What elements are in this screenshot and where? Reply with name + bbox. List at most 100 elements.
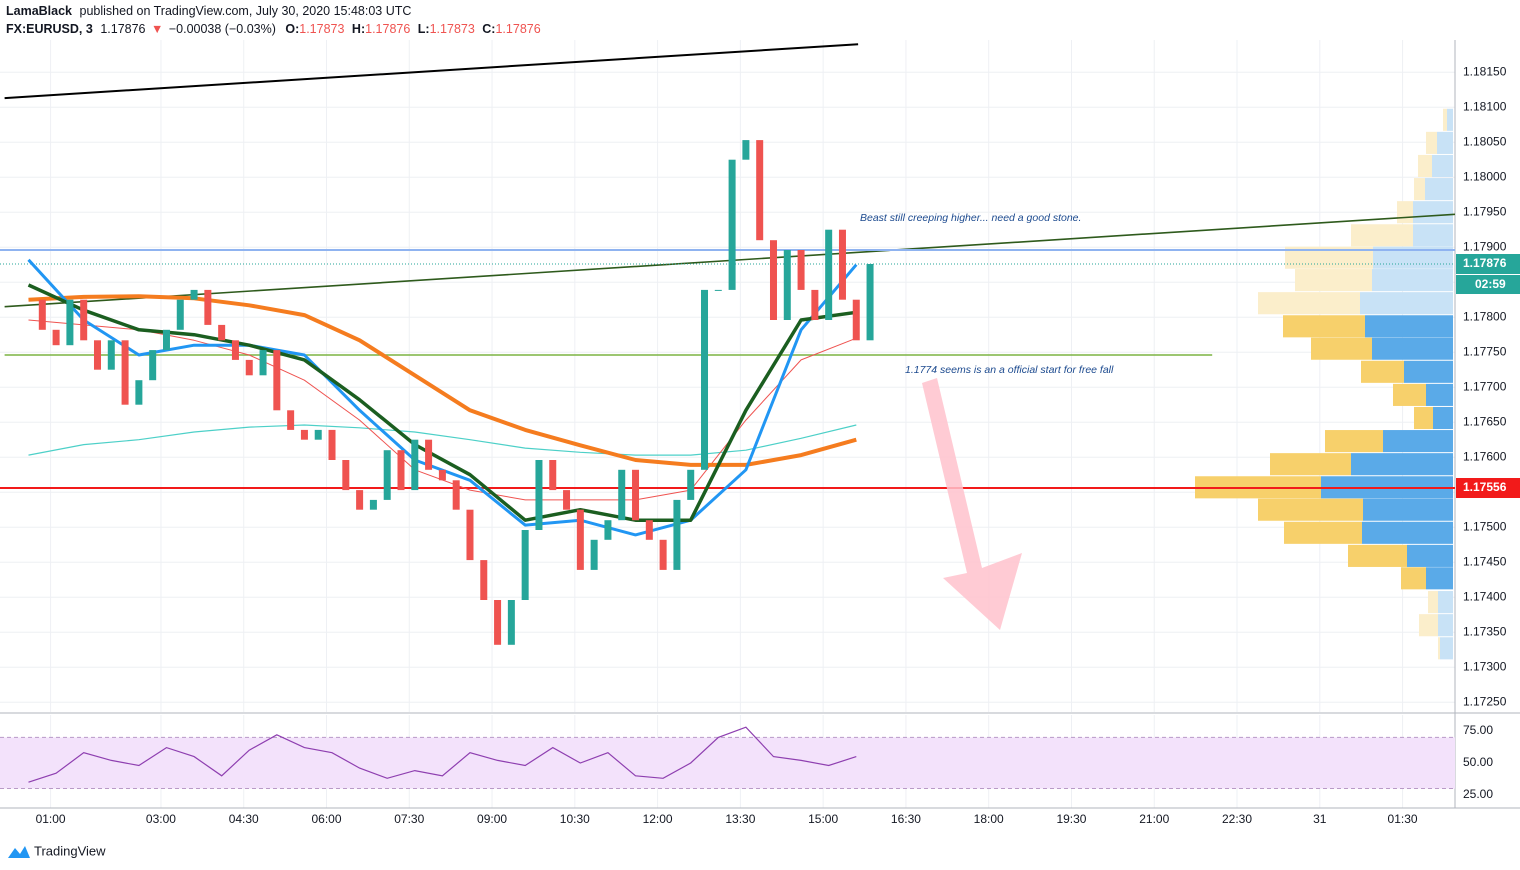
candle (66, 299, 74, 346)
level-label: 1.17556 (1463, 480, 1507, 494)
candle (604, 520, 612, 540)
candle (397, 450, 405, 491)
annotation: 1.1774 seems is an a official start for … (905, 364, 1114, 376)
published: published on TradingView.com, July 30, 2… (80, 4, 412, 18)
profile-bar (1351, 224, 1413, 247)
x-tick-label: 22:30 (1222, 812, 1252, 826)
profile-bar (1418, 154, 1432, 178)
x-tick-label: 09:00 (477, 812, 507, 826)
l-label: L: (418, 22, 430, 36)
drawn-line (4, 43, 859, 100)
profile-bar (1432, 154, 1453, 178)
open: 1.17873 (299, 22, 344, 36)
x-tick-label: 07:30 (394, 812, 424, 826)
ohlc-line: FX:EURUSD, 3 1.17876 ▼ −0.00038 (−0.03%)… (6, 22, 541, 36)
candle (273, 350, 281, 411)
candle (135, 380, 143, 405)
candle (383, 450, 391, 500)
candle (356, 490, 364, 510)
rsi-band (0, 737, 1455, 789)
y-tick-label: 1.17400 (1463, 589, 1507, 603)
x-tick-label: 15:00 (808, 812, 838, 826)
candle (231, 340, 239, 360)
y-tick-label: 1.17650 (1463, 414, 1507, 428)
profile-bar (1438, 591, 1453, 614)
candle (452, 480, 460, 510)
author: LamaBlack (6, 4, 72, 18)
y-tick-label: 1.17800 (1463, 309, 1507, 323)
profile-bar (1311, 337, 1372, 360)
profile-bar (1258, 292, 1360, 315)
annotation: Beast still creeping higher... need a go… (860, 212, 1081, 224)
candle (314, 429, 322, 440)
y-tick-label: 1.17600 (1463, 449, 1507, 463)
arrow (922, 378, 1022, 630)
y-tick-label: 1.18000 (1463, 169, 1507, 183)
profile-bar (1397, 201, 1413, 224)
profile-bar (1361, 360, 1404, 383)
candle (438, 469, 446, 481)
candle (245, 359, 253, 376)
y-tick-label: 1.18100 (1463, 99, 1507, 113)
y-tick-label: 1.18050 (1463, 134, 1507, 148)
x-tick-label: 06:00 (311, 812, 341, 826)
candle (52, 329, 60, 346)
last-price-label: 1.17876 (1463, 256, 1507, 270)
profile-bar (1258, 498, 1363, 521)
y-tick-label: 1.17450 (1463, 554, 1507, 568)
profile-bar (1440, 637, 1453, 660)
x-tick-label: 13:30 (725, 812, 755, 826)
candle (687, 469, 695, 500)
profile-bar (1325, 430, 1383, 453)
profile-bar (1285, 246, 1373, 269)
profile-bar (1426, 567, 1453, 590)
candle (590, 539, 598, 570)
profile-bar (1426, 131, 1437, 154)
profile-bar (1383, 430, 1453, 453)
candle (121, 340, 129, 405)
profile-bar (1393, 383, 1426, 406)
c-label: C: (482, 22, 495, 36)
profile-bar (1419, 614, 1438, 637)
x-tick-label: 01:30 (1388, 812, 1418, 826)
profile-bar (1283, 315, 1365, 338)
profile-bar (1438, 637, 1440, 660)
candle (811, 289, 819, 320)
candle (521, 530, 529, 600)
candle (259, 350, 267, 376)
candle (300, 429, 308, 440)
profile-bar (1348, 544, 1407, 567)
logo: TradingView (8, 843, 106, 858)
candle (176, 299, 184, 330)
candle (328, 429, 336, 460)
symbol: FX:EURUSD, 3 (6, 22, 93, 36)
close: 1.17876 (495, 22, 540, 36)
y-tick-label: 1.17900 (1463, 239, 1507, 253)
candle (218, 324, 226, 341)
change: −0.00038 (−0.03%) (169, 22, 276, 36)
last-price-label-box (1456, 254, 1520, 274)
candle (466, 509, 474, 561)
profile-bar (1414, 406, 1433, 430)
candle (645, 520, 653, 540)
profile-bar (1404, 360, 1453, 383)
profile-bar (1413, 224, 1453, 247)
y-tick-label: 1.17500 (1463, 519, 1507, 533)
y-tick-label: 1.17300 (1463, 659, 1507, 673)
candle (93, 340, 101, 370)
candle (38, 299, 46, 330)
candle (797, 250, 805, 290)
candle (852, 299, 860, 341)
x-tick-label: 18:00 (974, 812, 1004, 826)
candle (825, 229, 833, 320)
x-tick-label: 21:00 (1139, 812, 1169, 826)
profile-bar (1407, 544, 1453, 567)
level-label-box (1456, 478, 1520, 498)
candle (673, 499, 681, 570)
header-line: LamaBlack published on TradingView.com, … (6, 4, 411, 18)
profile-bar (1284, 521, 1362, 544)
plot: 01:00 03:00 04:30 06:00 07:30 09:00 10:30 12:00… (0, 40, 1520, 826)
profile-bar (1363, 498, 1453, 521)
candle (80, 299, 88, 341)
